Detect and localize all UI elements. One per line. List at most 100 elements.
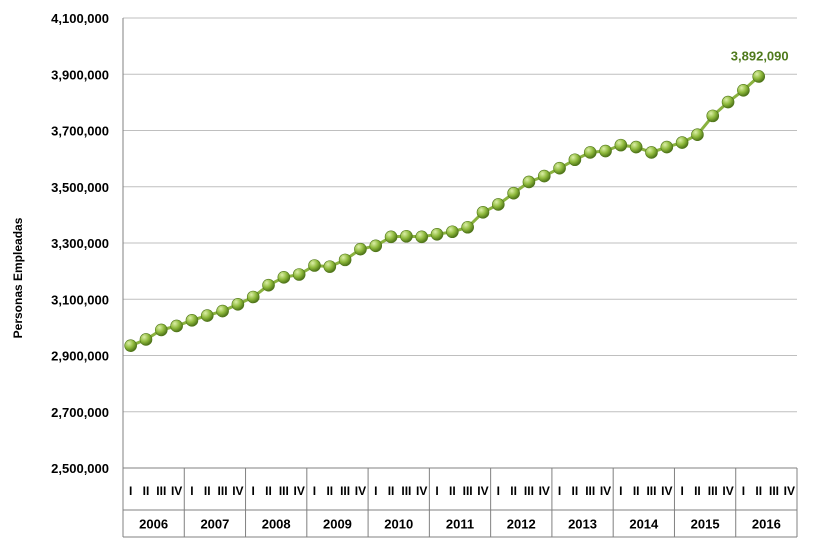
quarter-tick-label: II xyxy=(694,484,701,498)
quarter-tick-label: II xyxy=(449,484,456,498)
quarter-tick-label: III xyxy=(769,484,779,498)
data-point xyxy=(537,169,551,183)
year-tick-label: 2013 xyxy=(568,517,597,532)
quarter-tick-label: I xyxy=(313,484,316,498)
data-point xyxy=(675,136,689,149)
y-axis-tick-labels: 2,500,000 2,700,000 2,900,000 3,100,000 3,30… xyxy=(51,11,109,476)
y-tick-label: 3,700,000 xyxy=(51,124,109,139)
data-point xyxy=(400,229,413,243)
y-tick-label: 4,100,000 xyxy=(51,11,109,26)
quarter-tick-label: IV xyxy=(722,484,733,498)
data-point xyxy=(614,138,628,152)
gridlines xyxy=(123,17,797,413)
y-tick-label: 2,700,000 xyxy=(51,405,109,420)
quarter-tick-label: I xyxy=(190,484,193,498)
quarter-tick-label: IV xyxy=(416,484,427,498)
data-point xyxy=(124,339,137,352)
quarter-tick-label: II xyxy=(572,484,579,498)
data-point xyxy=(170,319,183,333)
quarter-tick-label: II xyxy=(204,484,211,498)
data-point xyxy=(706,109,720,123)
data-point xyxy=(446,225,459,239)
quarter-tick-label: III xyxy=(156,484,166,498)
quarter-tick-label: I xyxy=(252,484,255,498)
quarter-tick-label: II xyxy=(143,484,150,498)
data-point xyxy=(139,333,153,346)
quarter-tick-label: III xyxy=(646,484,656,498)
data-point xyxy=(645,146,658,159)
quarter-tick-label: I xyxy=(435,484,438,498)
data-point xyxy=(721,95,735,109)
year-tick-label: 2006 xyxy=(139,517,168,532)
data-point xyxy=(216,304,229,318)
data-point xyxy=(369,239,383,253)
quarter-tick-label: IV xyxy=(600,484,611,498)
quarter-tick-label: I xyxy=(742,484,745,498)
quarter-tick-label: I xyxy=(680,484,683,498)
y-tick-label: 2,900,000 xyxy=(51,349,109,364)
data-point xyxy=(292,268,306,281)
quarter-tick-label: II xyxy=(388,484,395,498)
quarter-tick-label: I xyxy=(619,484,622,498)
data-point xyxy=(691,128,704,142)
y-axis-label: Personas Empleadas xyxy=(11,217,25,338)
data-point xyxy=(507,186,520,200)
quarter-tick-label: III xyxy=(279,484,289,498)
data-point xyxy=(277,271,291,284)
quarter-tick-label: IV xyxy=(171,484,182,498)
quarter-tick-label: I xyxy=(558,484,561,498)
year-tick-label: 2015 xyxy=(691,517,720,532)
quarter-tick-label: IV xyxy=(232,484,243,498)
data-point xyxy=(553,161,566,175)
data-point xyxy=(660,140,674,154)
quarter-tick-label: III xyxy=(218,484,228,498)
data-point xyxy=(262,278,275,292)
quarter-tick-label: III xyxy=(585,484,595,498)
data-point xyxy=(522,175,536,189)
data-point xyxy=(308,259,321,272)
quarter-tick-label: IV xyxy=(355,484,366,498)
data-point xyxy=(430,227,444,241)
quarter-tick-label: II xyxy=(510,484,517,498)
quarter-tick-label: IV xyxy=(293,484,304,498)
quarter-tick-label: III xyxy=(463,484,473,498)
data-point xyxy=(154,323,168,337)
data-point xyxy=(231,298,245,311)
quarter-tick-label: IV xyxy=(477,484,488,498)
year-tick-label: 2014 xyxy=(629,517,659,532)
data-point xyxy=(476,206,490,219)
y-tick-label: 2,500,000 xyxy=(51,461,109,476)
data-point xyxy=(246,290,260,304)
series-markers xyxy=(124,70,766,352)
year-tick-label: 2009 xyxy=(323,517,352,532)
data-point xyxy=(583,146,597,159)
year-tick-label: 2007 xyxy=(200,517,229,532)
data-point xyxy=(461,220,474,234)
quarter-tick-label: IV xyxy=(784,484,795,498)
y-tick-label: 3,300,000 xyxy=(51,236,109,251)
data-point xyxy=(200,309,214,322)
quarter-tick-label: II xyxy=(633,484,640,498)
data-point xyxy=(737,83,750,97)
quarter-tick-label: II xyxy=(326,484,333,498)
data-label: 3,892,090 xyxy=(731,48,789,63)
year-tick-label: 2012 xyxy=(507,517,536,532)
annotations: 3,892,090 xyxy=(731,48,789,63)
quarter-tick-label: IV xyxy=(661,484,672,498)
year-tick-label: 2008 xyxy=(262,517,291,532)
quarter-tick-label: III xyxy=(401,484,411,498)
quarter-tick-label: II xyxy=(755,484,762,498)
quarter-tick-label: I xyxy=(374,484,377,498)
axes xyxy=(122,18,798,538)
data-point xyxy=(629,140,643,154)
quarter-tick-label: I xyxy=(497,484,500,498)
quarter-tick-label: I xyxy=(129,484,132,498)
data-point xyxy=(568,153,582,167)
quarter-tick-label: III xyxy=(524,484,534,498)
data-point xyxy=(599,144,612,158)
data-point xyxy=(323,260,337,273)
y-tick-label: 3,900,000 xyxy=(51,67,109,82)
year-tick-label: 2016 xyxy=(752,517,781,532)
